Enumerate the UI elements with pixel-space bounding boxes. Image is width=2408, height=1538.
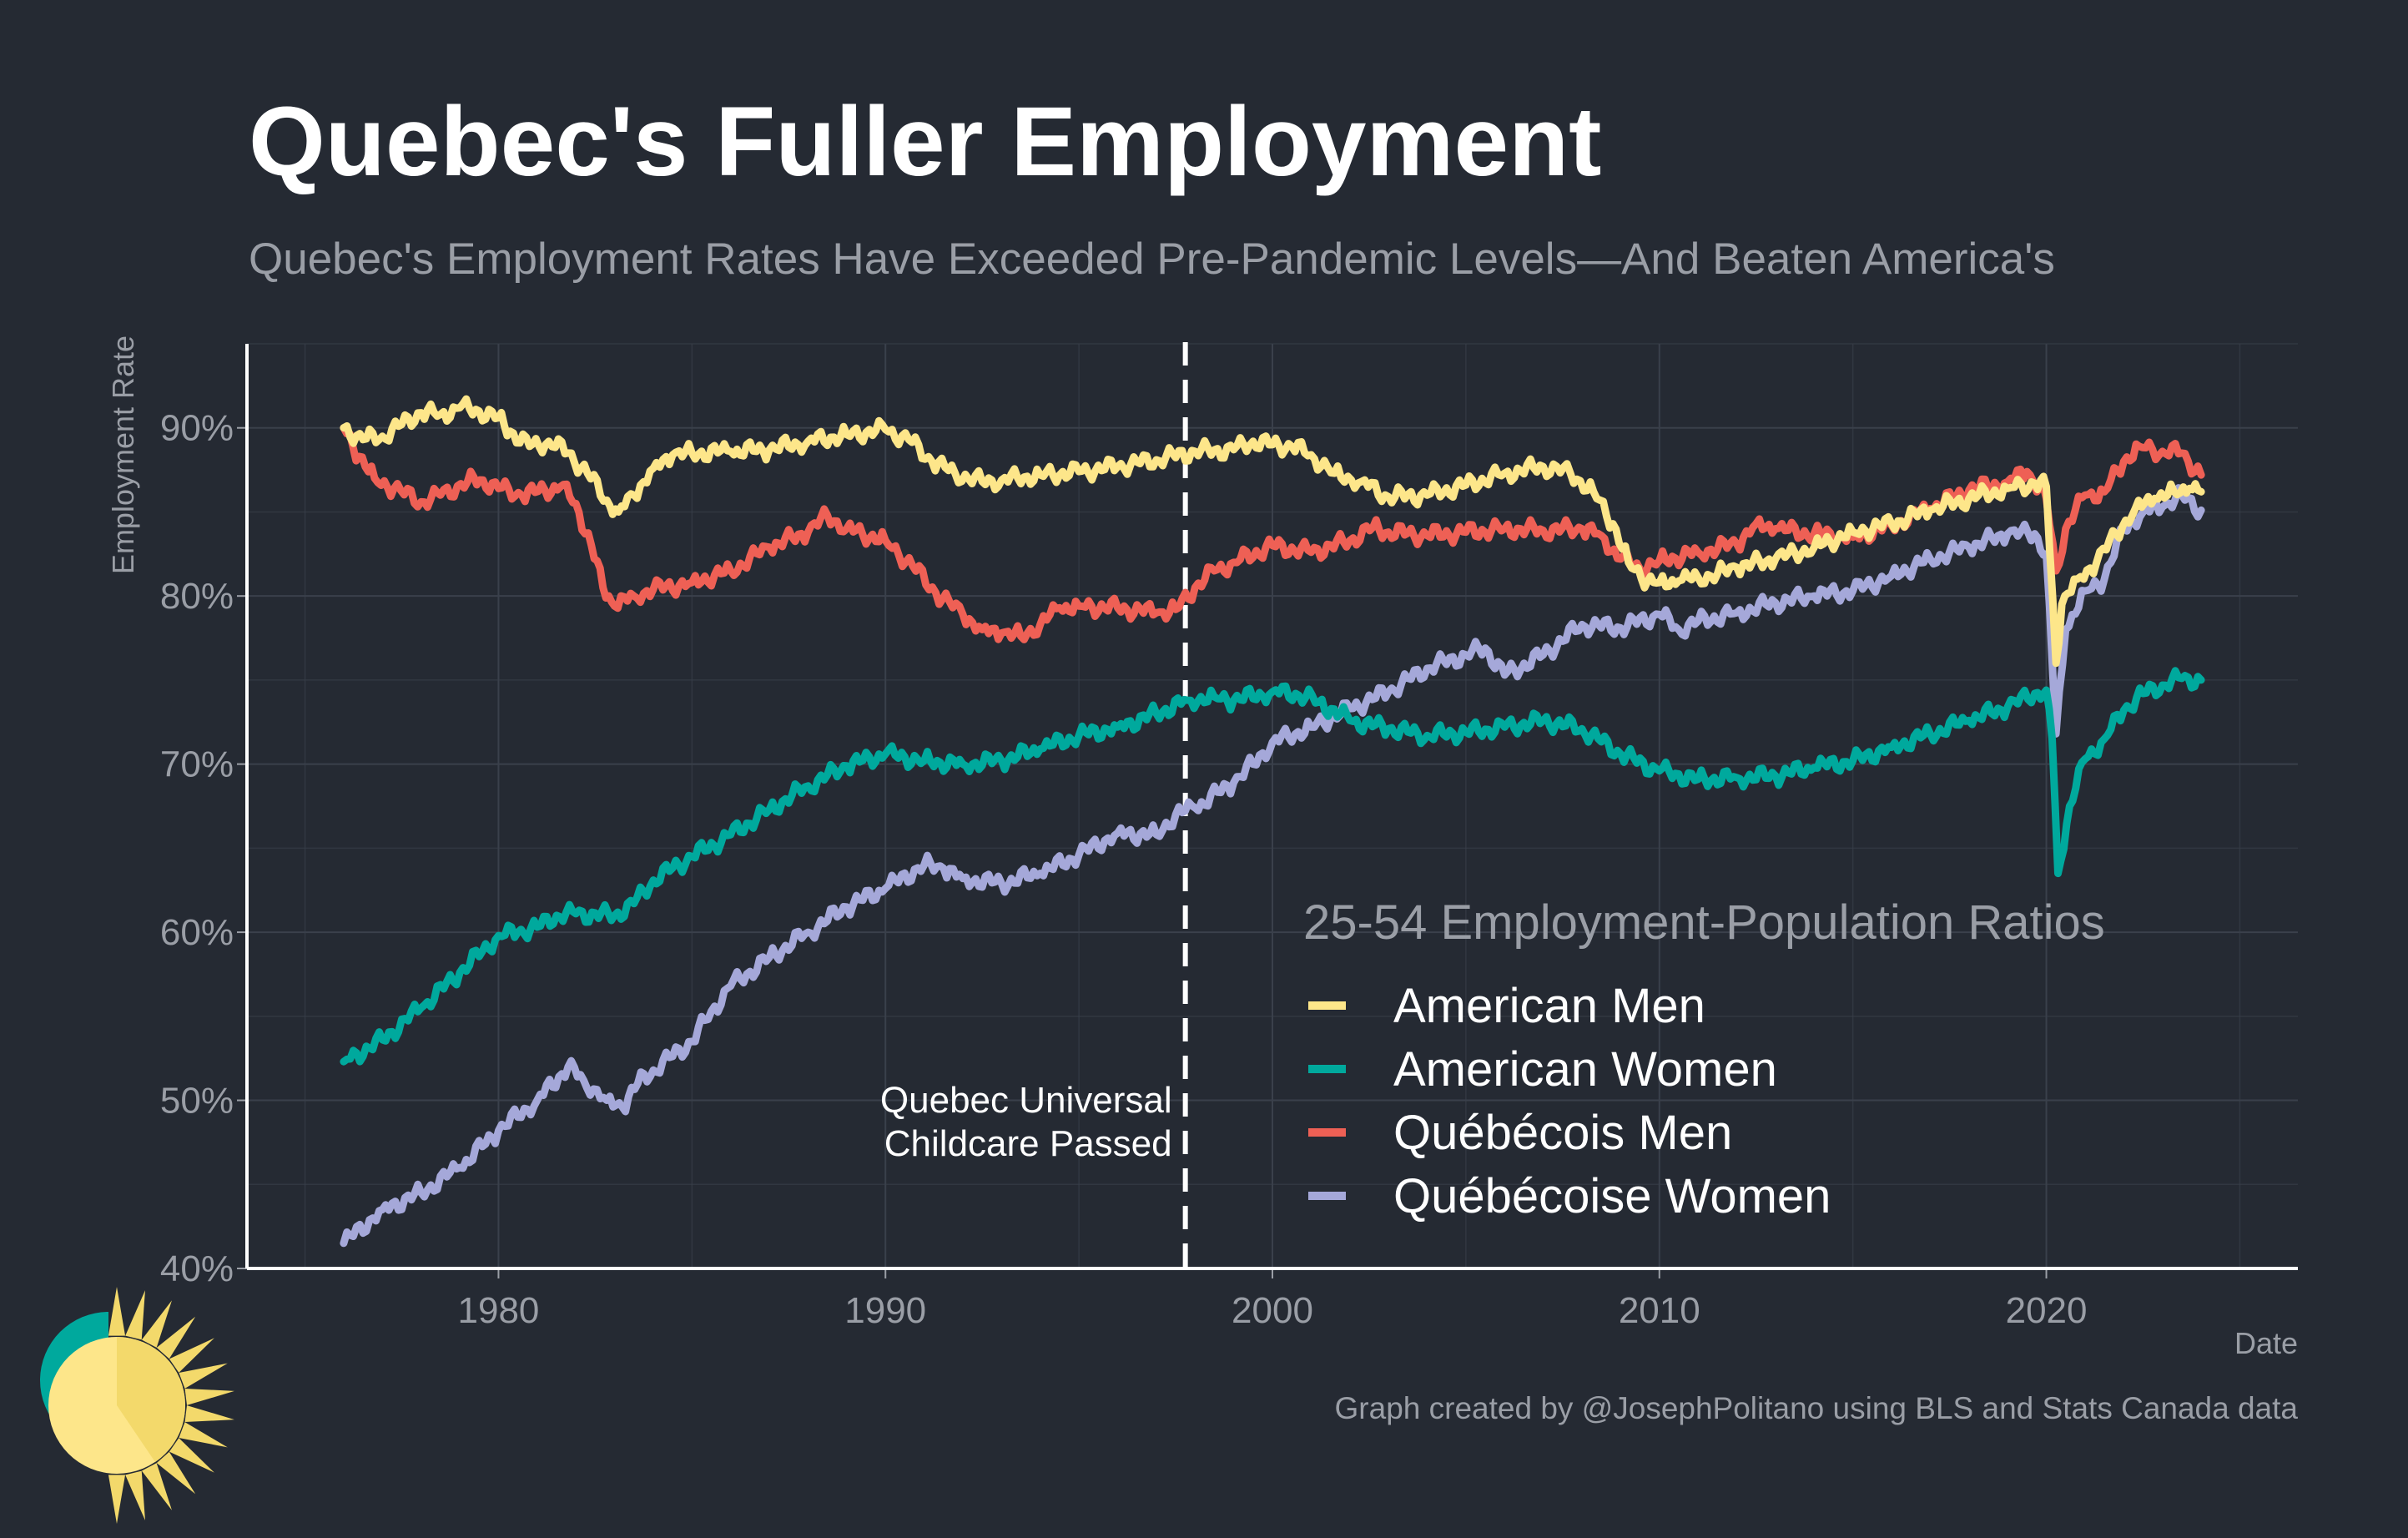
y-tick-label: 60%	[160, 912, 234, 953]
sun-ray	[184, 1388, 234, 1405]
sun-ray	[169, 1338, 214, 1373]
sun-ray	[156, 1316, 196, 1359]
sun-ray	[156, 1451, 196, 1495]
y-tick-label: 90%	[160, 408, 234, 449]
sun-ray	[179, 1363, 228, 1389]
sun-ray	[169, 1438, 214, 1473]
y-tick-label: 80%	[160, 576, 234, 617]
series-line-american-men	[340, 395, 2205, 668]
legend: 25-54 Employment-Population Ratios Ameri…	[1303, 895, 2105, 1223]
legend-label-quebecois-men: Québécois Men	[1393, 1106, 1732, 1160]
sun-ray	[141, 1463, 172, 1510]
x-tick-label: 1980	[458, 1290, 540, 1331]
annotation-label-line-2: Childcare Passed	[884, 1123, 1172, 1164]
y-tick-label: 40%	[160, 1248, 234, 1289]
series-lines	[340, 395, 2205, 1248]
legend-label-quebecoise-women: Québécoise Women	[1393, 1169, 1831, 1223]
x-axis-label: Date	[2234, 1326, 2298, 1360]
chart-subtitle: Quebec's Employment Rates Have Exceeded …	[249, 234, 2055, 284]
y-tick-label: 70%	[160, 744, 234, 785]
sun-ray	[179, 1422, 228, 1448]
series-line-american-women	[340, 667, 2205, 1066]
sun-logo-shade	[117, 1337, 186, 1462]
legend-items: American Men American Women Québécois Men Q…	[1308, 979, 1831, 1223]
sun-ray	[108, 1287, 126, 1336]
sun-rays	[108, 1287, 234, 1524]
sun-ray	[184, 1405, 234, 1423]
credit-text: Graph created by @JosephPolitano using B…	[1335, 1391, 2299, 1425]
sun-ray	[141, 1300, 172, 1348]
y-axis-label: Employment Rate	[106, 335, 140, 574]
x-tick-label: 2000	[1232, 1290, 1313, 1331]
y-tick-label: 50%	[160, 1081, 234, 1122]
sun-ray	[125, 1290, 145, 1340]
sun-logo-icon	[40, 1287, 234, 1524]
chart-title: Quebec's Fuller Employment	[249, 87, 1601, 197]
sun-ray	[125, 1470, 145, 1520]
axis-ticks: 1980 1990 2000 2010 2020 40% 50% 60% 70% 80% 90%	[160, 408, 2088, 1331]
x-tick-label: 2020	[2006, 1290, 2088, 1331]
x-tick-label: 1990	[844, 1290, 926, 1331]
annotation-label-line-1: Quebec Universal	[880, 1080, 1172, 1121]
series-line-quebecoise-women	[340, 484, 2205, 1248]
x-tick-label: 2010	[1619, 1290, 1700, 1331]
legend-label-american-women: American Women	[1393, 1042, 1777, 1097]
legend-title: 25-54 Employment-Population Ratios	[1303, 895, 2105, 950]
legend-label-american-men: American Men	[1393, 979, 1705, 1033]
sun-ray	[108, 1475, 126, 1524]
